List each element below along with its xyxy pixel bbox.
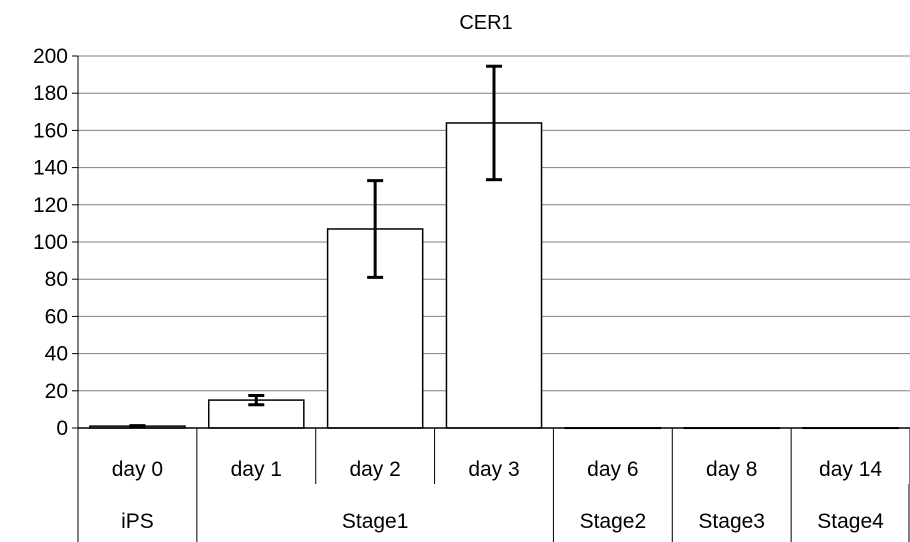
y-tick-label: 160 [33, 119, 68, 142]
y-tick-label: 200 [33, 45, 68, 68]
y-tick-label: 100 [33, 231, 68, 254]
category-label: day 2 [349, 458, 400, 481]
group-label: iPS [121, 510, 154, 533]
y-tick-label: 180 [33, 82, 68, 105]
category-label: day 0 [112, 458, 163, 481]
y-tick-label: 140 [33, 157, 68, 180]
category-label: day 6 [587, 458, 638, 481]
y-tick-label: 80 [45, 268, 68, 291]
y-axis: 0 20 40 60 80 100 120 140 160 180 200 [33, 45, 79, 440]
error-bars [129, 64, 502, 429]
y-tick-label: 20 [45, 380, 68, 403]
group-label: Stage1 [342, 510, 409, 533]
chart-title: CER1 [459, 12, 512, 34]
category-label: day 14 [819, 458, 882, 481]
x-axis: day 0 day 1 day 2 day 3 day 6 day 8 day 14 iPS S… [77, 427, 910, 542]
group-label: Stage3 [698, 510, 765, 533]
category-label: day 8 [706, 458, 757, 481]
y-tick-label: 60 [45, 305, 68, 328]
category-label: day 3 [468, 458, 519, 481]
category-label: day 1 [231, 458, 282, 481]
y-tick-label: 0 [56, 417, 68, 440]
y-tick-label: 40 [45, 343, 68, 366]
y-tick-label: 120 [33, 194, 68, 217]
group-label: Stage4 [817, 510, 884, 533]
group-label: Stage2 [580, 510, 647, 533]
